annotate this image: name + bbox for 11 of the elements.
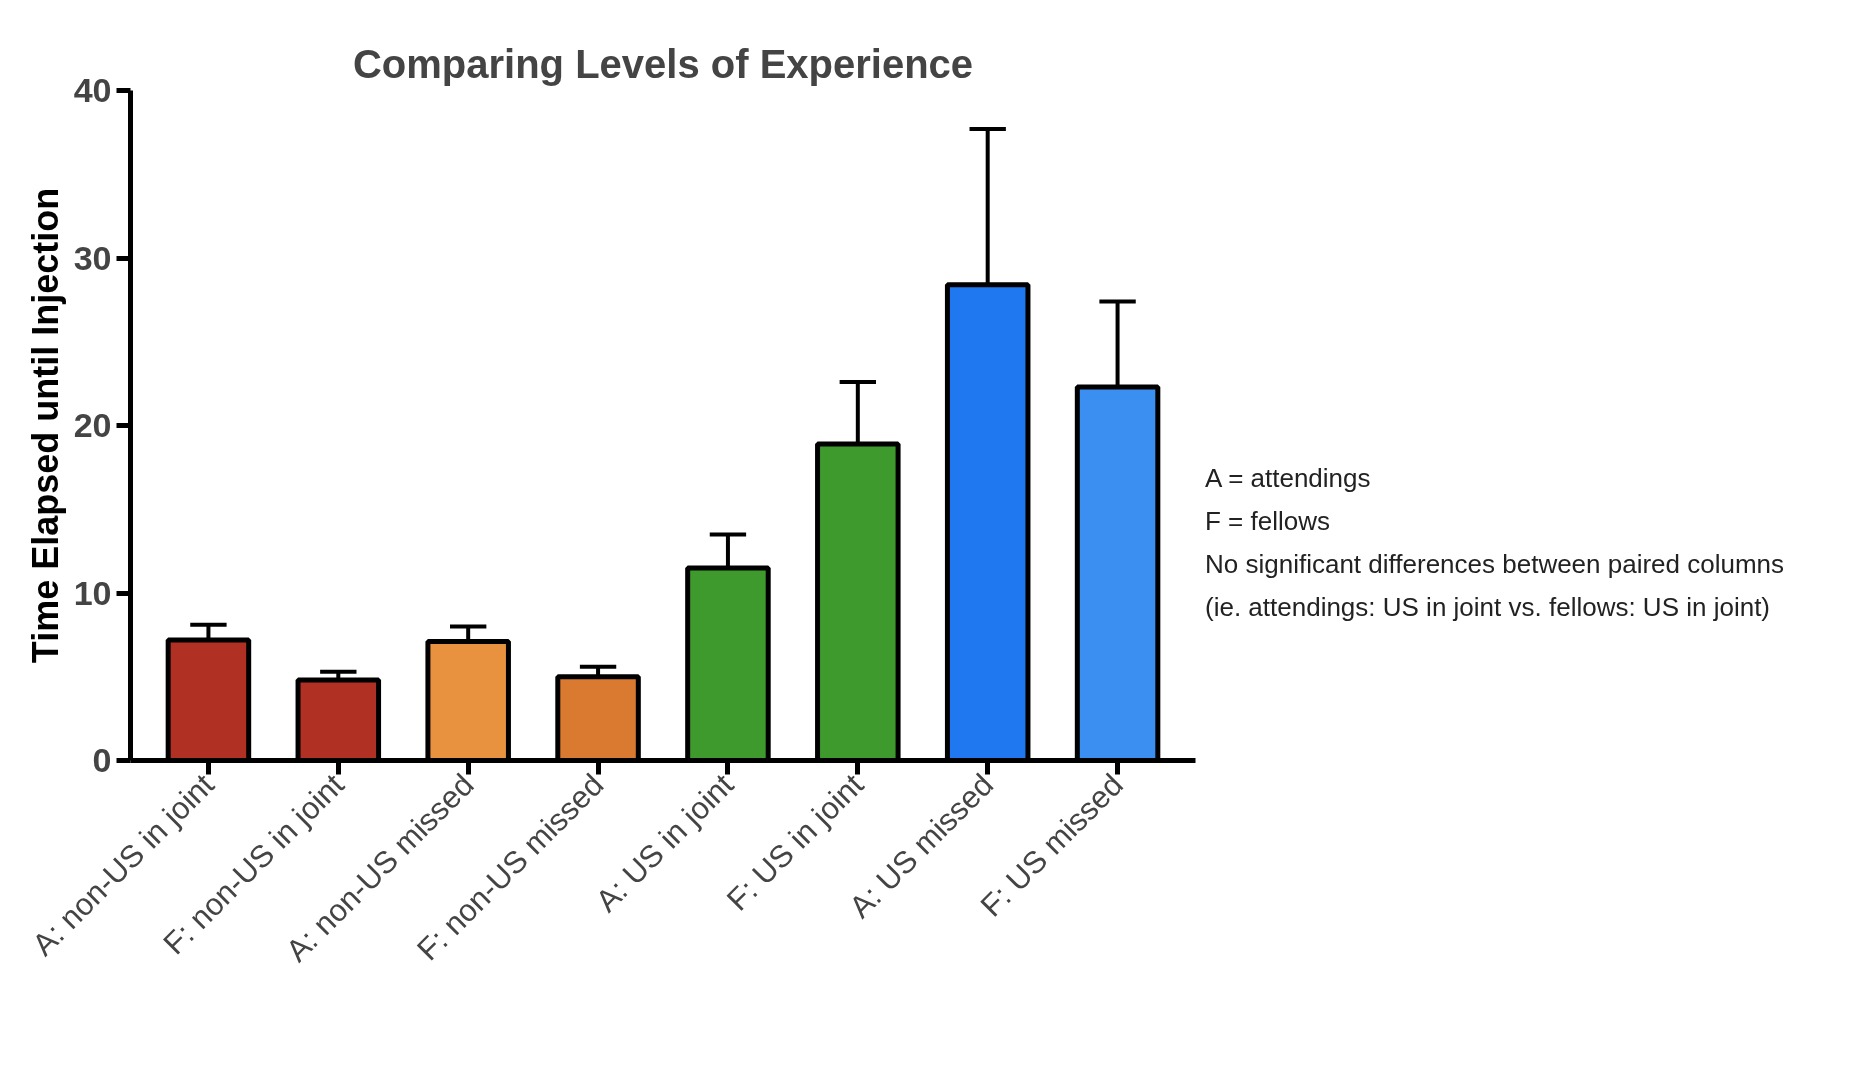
- y-axis-title: Time Elapsed until Injection: [24, 187, 66, 664]
- y-tick-label: 10: [73, 573, 112, 612]
- text: A = attendings: [1205, 462, 1372, 495]
- y-tick-label: 30: [73, 238, 112, 277]
- y-tick-label: 20: [73, 406, 112, 444]
- text: (ie. attendings: US in joint vs. fellows: US in joint): [1205, 591, 1772, 625]
- text: F = fellows: [1205, 505, 1331, 539]
- y-tick-label: 40: [73, 71, 112, 109]
- chart-title: Comparing Levels of Experience: [352, 41, 974, 86]
- y-tick-label: 0: [92, 741, 112, 779]
- text: No significant differences between paired columns: [1205, 548, 1785, 582]
